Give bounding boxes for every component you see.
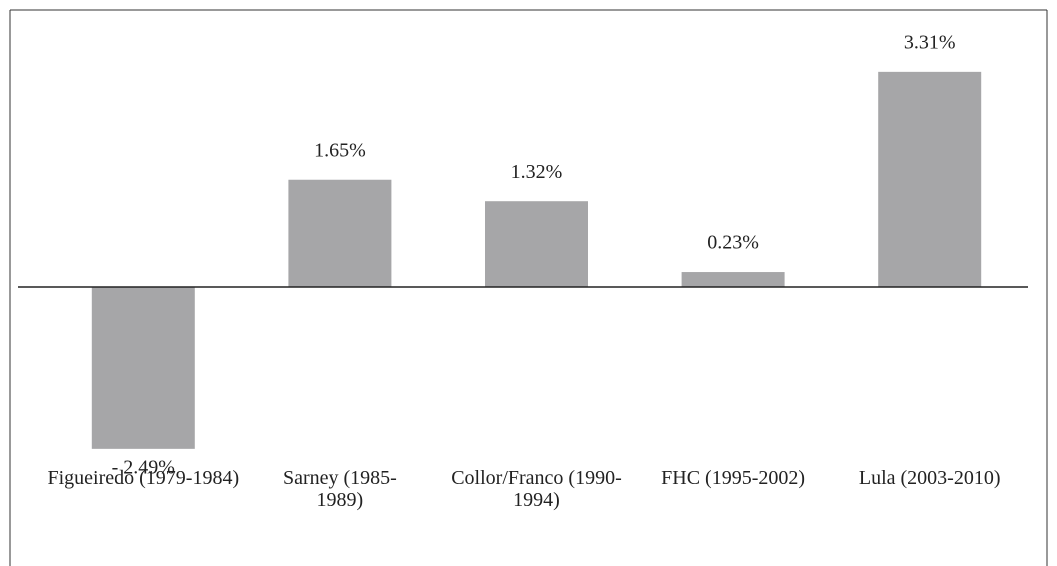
bar <box>681 272 785 287</box>
bar <box>288 179 392 287</box>
bar <box>91 287 195 449</box>
category-label: FHC (1995-2002) <box>661 467 806 489</box>
value-label: 0.23% <box>707 232 759 254</box>
category-label: Sarney (1985-1989) <box>282 467 397 511</box>
value-label: - 2.49% <box>112 456 175 478</box>
category-label: Figueiredo (1979-1984) <box>47 467 240 489</box>
bar <box>878 71 982 287</box>
category-label: Lula (2003-2010) <box>858 467 1001 489</box>
value-label: 3.31% <box>904 31 956 53</box>
value-label: 1.32% <box>511 161 563 183</box>
value-label: 1.65% <box>314 139 366 161</box>
bar <box>485 201 588 287</box>
category-label: Collor/Franco (1990-1994) <box>451 467 622 511</box>
